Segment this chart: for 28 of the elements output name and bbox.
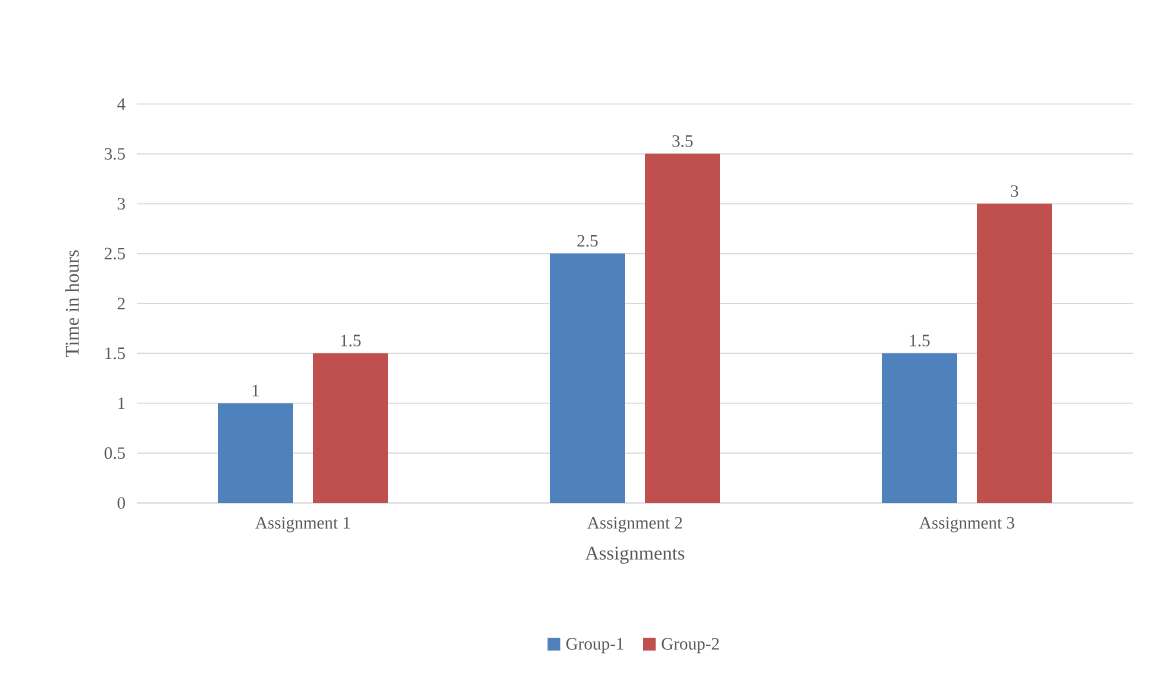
x-axis-title: Assignments — [585, 546, 685, 564]
x-tick-label: Assignment 3 — [919, 517, 1015, 533]
y-tick-label: 3 — [117, 197, 125, 210]
bar — [882, 353, 957, 503]
bar — [645, 153, 720, 503]
legend-label: Group-2 — [661, 637, 719, 654]
data-label: 1.5 — [910, 334, 930, 347]
data-label: 3 — [1011, 185, 1019, 197]
y-tick-label: 2.5 — [104, 247, 125, 260]
y-tick-label: 1.5 — [105, 347, 125, 360]
bar — [550, 253, 625, 503]
y-tick-label: 2 — [117, 297, 125, 310]
data-label: 2.5 — [577, 234, 598, 247]
y-axis-title: Time in hours — [65, 250, 79, 358]
y-tick-label: 4 — [117, 98, 126, 110]
bar — [977, 203, 1052, 503]
y-tick-label: 3.5 — [104, 148, 125, 160]
y-tick-label: 0 — [117, 497, 125, 509]
bar — [218, 403, 293, 503]
data-label: 1.5 — [341, 334, 361, 347]
y-tick-label: 1 — [118, 397, 125, 409]
data-label: 3.5 — [672, 135, 693, 147]
data-label: 1 — [252, 384, 259, 397]
x-tick-label: Assignment 2 — [587, 517, 682, 533]
y-tick-label: 0.5 — [104, 447, 125, 459]
bar — [313, 353, 388, 503]
legend-label: Group-1 — [566, 637, 624, 654]
x-tick-label: Assignment 1 — [255, 517, 350, 533]
